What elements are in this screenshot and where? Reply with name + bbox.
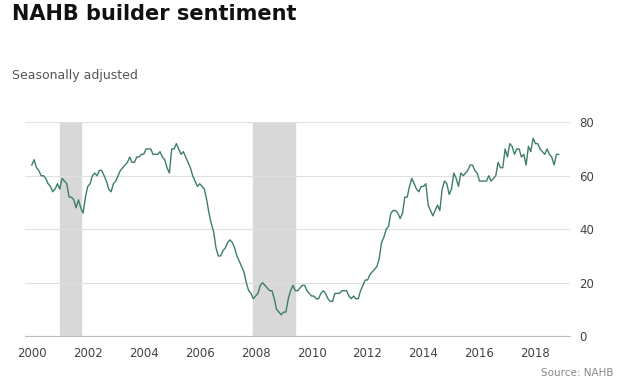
Text: NAHB builder sentiment: NAHB builder sentiment [12, 4, 297, 24]
Bar [60, 122, 81, 336]
Text: Source: NAHB: Source: NAHB [541, 368, 614, 378]
Text: Seasonally adjusted: Seasonally adjusted [12, 69, 138, 82]
Bar [254, 122, 295, 336]
